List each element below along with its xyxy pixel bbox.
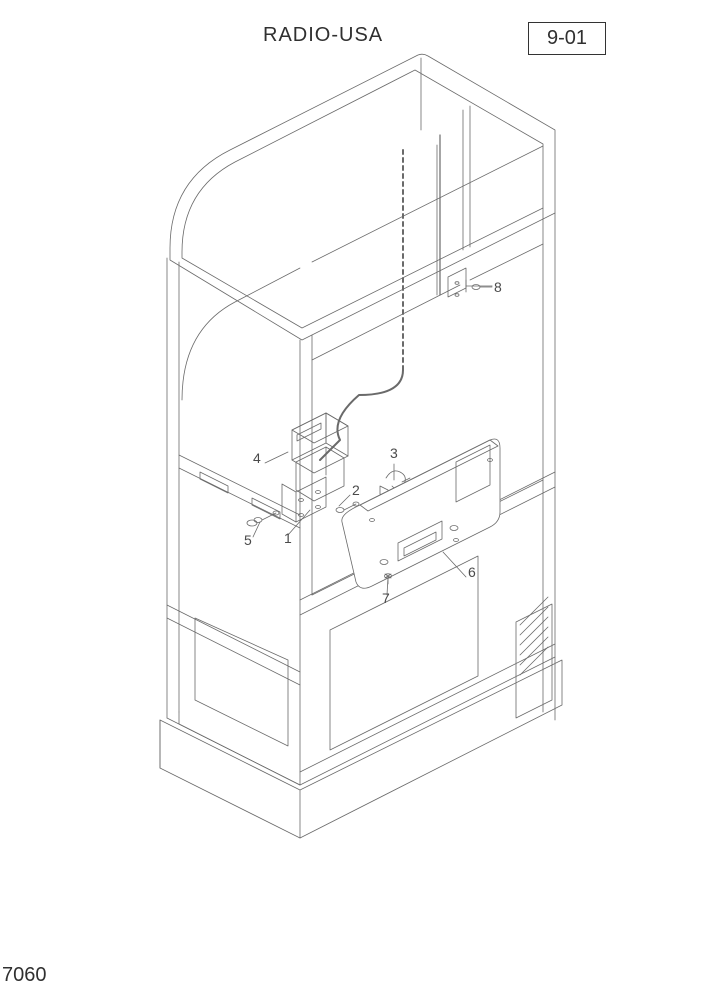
callout-1: 1 [284,530,292,546]
callout-5: 5 [244,532,252,548]
callout-8: 8 [494,279,502,295]
callout-2: 2 [352,482,360,498]
parts-diagram [0,0,702,992]
callout-3: 3 [390,445,398,461]
callout-4: 4 [253,450,261,466]
callout-6: 6 [468,564,476,580]
callout-7: 7 [382,590,390,606]
